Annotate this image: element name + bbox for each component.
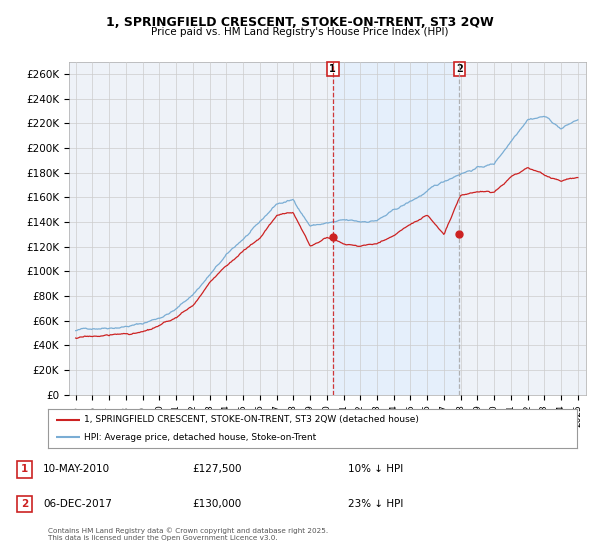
- Text: £130,000: £130,000: [192, 499, 241, 509]
- Text: 10-MAY-2010: 10-MAY-2010: [43, 464, 110, 474]
- Text: 1: 1: [20, 464, 28, 474]
- Text: £127,500: £127,500: [192, 464, 241, 474]
- Text: 06-DEC-2017: 06-DEC-2017: [43, 499, 112, 509]
- Text: Contains HM Land Registry data © Crown copyright and database right 2025.
This d: Contains HM Land Registry data © Crown c…: [48, 528, 328, 541]
- Text: 23% ↓ HPI: 23% ↓ HPI: [348, 499, 403, 509]
- Text: 2: 2: [456, 64, 463, 74]
- Text: 10% ↓ HPI: 10% ↓ HPI: [348, 464, 403, 474]
- Text: 1, SPRINGFIELD CRESCENT, STOKE-ON-TRENT, ST3 2QW (detached house): 1, SPRINGFIELD CRESCENT, STOKE-ON-TRENT,…: [84, 416, 419, 424]
- Text: 1: 1: [329, 64, 336, 74]
- Text: HPI: Average price, detached house, Stoke-on-Trent: HPI: Average price, detached house, Stok…: [84, 432, 316, 441]
- Bar: [333, 62, 460, 395]
- Text: 2: 2: [20, 499, 28, 509]
- Text: Price paid vs. HM Land Registry's House Price Index (HPI): Price paid vs. HM Land Registry's House …: [151, 27, 449, 37]
- Text: 1, SPRINGFIELD CRESCENT, STOKE-ON-TRENT, ST3 2QW: 1, SPRINGFIELD CRESCENT, STOKE-ON-TRENT,…: [106, 16, 494, 29]
